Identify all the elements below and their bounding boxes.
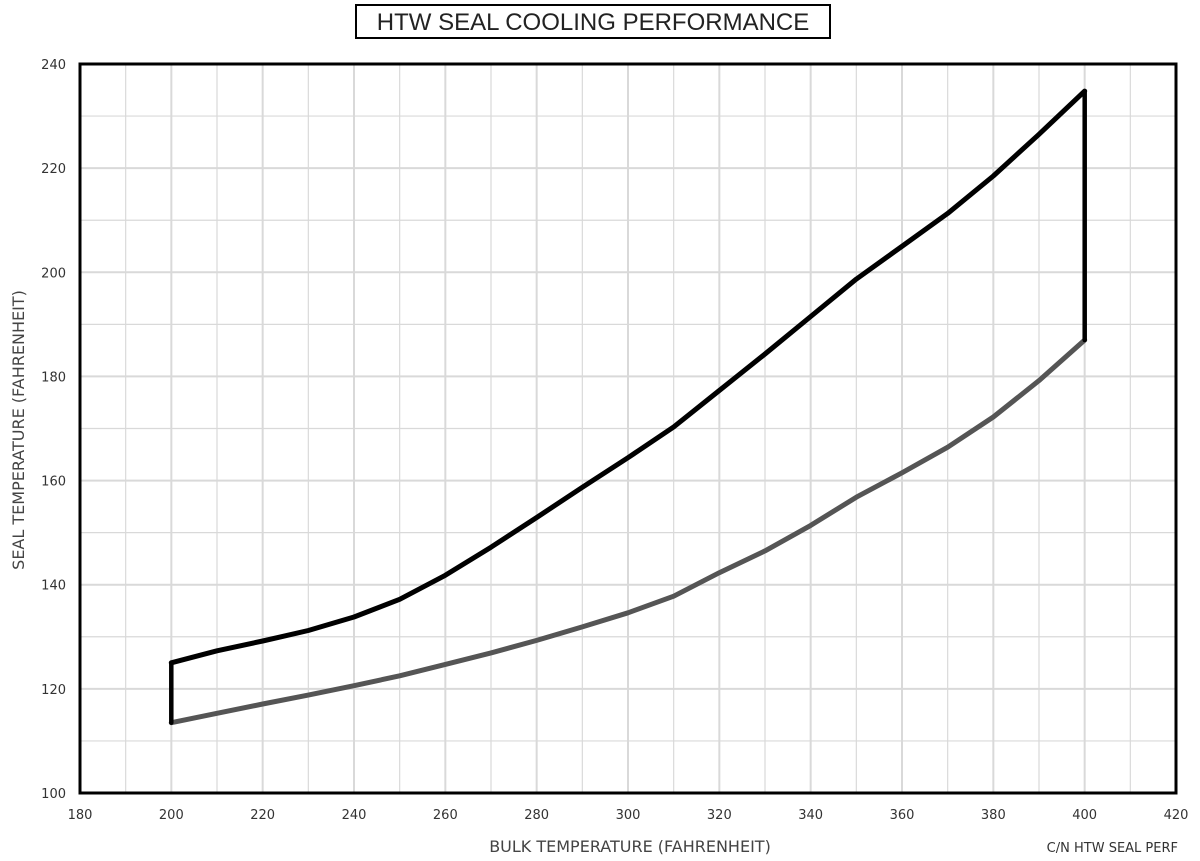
x-tick-label: 340 [798, 808, 823, 823]
x-tick-label: 280 [524, 808, 549, 823]
grid [79, 63, 1177, 794]
plot-frame [78, 62, 1178, 795]
y-tick-label: 200 [41, 266, 66, 281]
x-tick-label: 420 [1164, 808, 1189, 823]
x-tick-label: 320 [707, 808, 732, 823]
y-tick-label: 120 [41, 683, 66, 698]
x-tick-label: 380 [981, 808, 1006, 823]
data-series [168, 88, 1088, 726]
y-axis-label: SEAL TEMPERATURE (FAHRENHEIT) [9, 290, 28, 570]
x-tick-label: 300 [616, 808, 641, 823]
reference-code: C/N HTW SEAL PERF [1047, 841, 1178, 856]
y-tick-label: 240 [41, 58, 66, 73]
y-tick-label: 220 [41, 162, 66, 177]
y-tick-label: 100 [41, 787, 66, 802]
y-tick-label: 140 [41, 579, 66, 594]
series-line-lower [168, 337, 1088, 726]
x-tick-label: 260 [433, 808, 458, 823]
y-tick-label: 180 [41, 370, 66, 385]
x-tick-label: 400 [1072, 808, 1097, 823]
tick-labels: 180 200 220 240 260 280 300 320 340 360 380 400 420 1… [41, 58, 1188, 823]
x-tick-label: 360 [890, 808, 915, 823]
x-tick-label: 240 [342, 808, 367, 823]
x-tick-label: 220 [250, 808, 275, 823]
chart-title: HTW SEAL COOLING PERFORMANCE [377, 9, 810, 36]
title-box [355, 4, 831, 39]
x-axis-label: BULK TEMPERATURE (FAHRENHEIT) [489, 837, 771, 856]
series-line-upper [168, 88, 1088, 666]
y-tick-label: 160 [41, 475, 66, 490]
x-tick-label: 180 [68, 808, 93, 823]
x-tick-label: 200 [159, 808, 184, 823]
